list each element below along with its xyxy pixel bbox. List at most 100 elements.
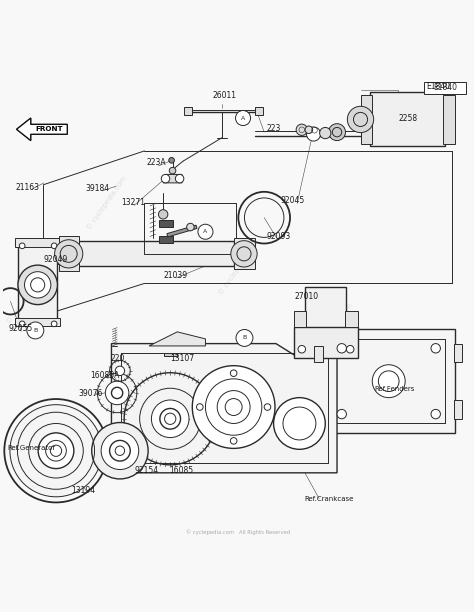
Circle shape <box>175 174 184 183</box>
Text: 92049: 92049 <box>43 255 68 264</box>
Circle shape <box>431 409 440 419</box>
Text: A: A <box>203 230 208 234</box>
Circle shape <box>230 370 237 376</box>
Polygon shape <box>346 311 358 327</box>
Circle shape <box>372 365 405 398</box>
Text: 92154: 92154 <box>134 466 158 475</box>
Text: E1840: E1840 <box>433 83 457 92</box>
Text: 21163: 21163 <box>15 183 39 192</box>
Circle shape <box>101 432 139 469</box>
Circle shape <box>92 422 148 479</box>
Text: Ref.Fenders: Ref.Fenders <box>374 386 415 392</box>
Polygon shape <box>76 241 234 266</box>
Circle shape <box>169 167 176 174</box>
Circle shape <box>51 243 57 248</box>
Polygon shape <box>361 94 372 144</box>
Text: Ref.Generator: Ref.Generator <box>7 445 55 450</box>
Circle shape <box>19 243 25 248</box>
Polygon shape <box>294 327 358 357</box>
Circle shape <box>346 345 354 353</box>
Text: A: A <box>241 116 245 121</box>
Text: 92045: 92045 <box>281 196 305 205</box>
Circle shape <box>431 343 440 353</box>
Text: © cyclepedia.com: © cyclepedia.com <box>6 269 48 325</box>
Circle shape <box>236 329 253 346</box>
Circle shape <box>169 157 174 163</box>
Circle shape <box>160 408 181 429</box>
Polygon shape <box>443 94 455 144</box>
Polygon shape <box>159 236 173 242</box>
Circle shape <box>18 265 57 305</box>
Circle shape <box>337 409 346 419</box>
Text: © cyclepedia.com   All Rights Reserved: © cyclepedia.com All Rights Reserved <box>186 530 291 536</box>
Text: 92055: 92055 <box>8 324 32 334</box>
Polygon shape <box>323 329 455 433</box>
Polygon shape <box>184 106 192 115</box>
Circle shape <box>319 127 331 139</box>
Circle shape <box>109 441 130 461</box>
Polygon shape <box>163 174 182 183</box>
Circle shape <box>264 404 271 410</box>
Text: 39076: 39076 <box>79 389 103 398</box>
Text: 13194: 13194 <box>72 486 96 495</box>
Circle shape <box>115 366 125 376</box>
Circle shape <box>192 366 275 449</box>
Text: 26011: 26011 <box>212 91 237 100</box>
Circle shape <box>307 127 320 141</box>
Circle shape <box>230 438 237 444</box>
Circle shape <box>51 321 57 327</box>
Bar <box>145 203 236 255</box>
Text: 16085: 16085 <box>169 466 193 475</box>
Text: E1840: E1840 <box>426 82 450 91</box>
Circle shape <box>158 210 168 219</box>
Text: 21039: 21039 <box>163 271 187 280</box>
Circle shape <box>197 404 203 410</box>
Circle shape <box>198 224 213 239</box>
Polygon shape <box>234 238 255 269</box>
Text: 220: 220 <box>110 354 125 364</box>
Circle shape <box>105 381 129 405</box>
Text: © cyclepedia.com: © cyclepedia.com <box>217 241 259 296</box>
Polygon shape <box>149 332 205 346</box>
Bar <box>164 353 177 356</box>
Polygon shape <box>314 346 323 362</box>
Polygon shape <box>370 92 445 146</box>
Polygon shape <box>17 118 67 141</box>
Circle shape <box>38 433 74 469</box>
Text: 13107: 13107 <box>170 354 194 364</box>
Circle shape <box>187 223 194 231</box>
Circle shape <box>236 111 251 125</box>
Circle shape <box>298 345 306 353</box>
Bar <box>424 82 466 94</box>
Polygon shape <box>17 118 67 141</box>
Polygon shape <box>15 318 60 326</box>
Text: Ref.Crankcase: Ref.Crankcase <box>304 496 354 502</box>
Polygon shape <box>255 106 263 115</box>
Circle shape <box>273 398 325 449</box>
Circle shape <box>25 272 51 298</box>
Circle shape <box>151 400 189 438</box>
Text: 223A: 223A <box>147 159 166 167</box>
Circle shape <box>328 124 346 141</box>
Text: 39184: 39184 <box>86 184 110 193</box>
Circle shape <box>337 343 346 353</box>
Text: © cyclepedia.com: © cyclepedia.com <box>86 174 128 231</box>
Text: 223: 223 <box>266 124 281 133</box>
Text: 92093: 92093 <box>266 232 291 241</box>
Text: 27010: 27010 <box>295 293 319 301</box>
Polygon shape <box>15 238 60 247</box>
Polygon shape <box>454 400 462 419</box>
Text: FRONT: FRONT <box>36 126 64 132</box>
Text: © cyclepedia.com: © cyclepedia.com <box>311 302 354 357</box>
Polygon shape <box>294 311 307 327</box>
Text: B: B <box>242 335 246 340</box>
Circle shape <box>296 124 308 135</box>
Text: 16085A: 16085A <box>91 371 120 380</box>
Polygon shape <box>167 225 197 237</box>
Circle shape <box>231 241 257 267</box>
Circle shape <box>305 126 312 133</box>
Circle shape <box>19 321 25 327</box>
Circle shape <box>55 240 83 268</box>
Text: 13271: 13271 <box>121 198 145 207</box>
Text: 2258: 2258 <box>398 114 417 123</box>
